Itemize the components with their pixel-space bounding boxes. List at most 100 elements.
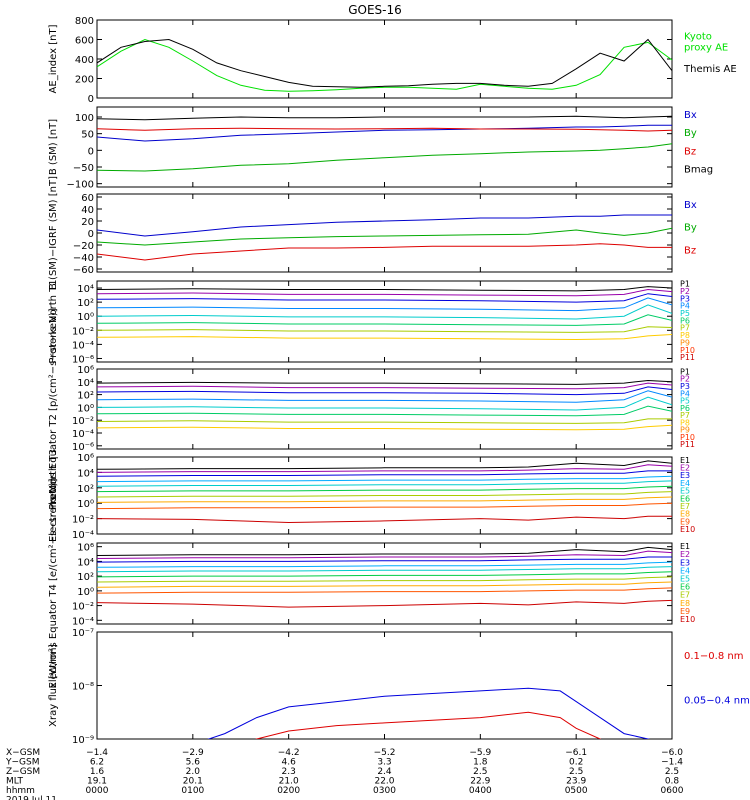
y-tick-label: 50: [81, 130, 94, 141]
panel-et3: 10⁶ 10⁴ 10² 10⁰ 10⁻² 10⁻⁴ Electrons North T3 E1…: [48, 449, 695, 542]
y-tick-label: 10⁰: [77, 499, 94, 510]
time-row-value: −5.2: [374, 748, 396, 758]
time-row-value: 1.6: [90, 767, 105, 777]
y-axis-label: Protons North T1: [48, 279, 59, 363]
y-tick-label: 10⁻⁴: [72, 429, 94, 440]
series-line-00504nm: [207, 687, 651, 739]
time-row-value: −5.9: [469, 748, 491, 758]
y-tick-label: 10⁻²: [72, 416, 94, 427]
legend-entry: P7: [680, 324, 690, 333]
legend-entry: P11: [680, 440, 695, 449]
series-line-e1: [97, 460, 672, 470]
legend-entry: E4: [680, 566, 690, 575]
legend-entry: E3: [680, 471, 690, 480]
y-tick-label: 10⁻⁴: [72, 530, 94, 541]
legend-entry: By: [684, 223, 697, 234]
y-tick-label: −40: [73, 253, 94, 264]
series-line-p8: [97, 334, 672, 341]
legend-entry: E10: [680, 525, 695, 534]
time-row-value: 2.5: [569, 767, 583, 777]
legend-entry: E2: [680, 463, 690, 472]
y-tick-label: 10⁶: [77, 453, 94, 464]
series-line-p5: [97, 396, 672, 411]
y-tick-label: 10⁰: [77, 403, 94, 414]
legend-entry: P10: [680, 346, 695, 355]
time-row-value: 5.6: [186, 758, 201, 768]
time-row-value: 6.2: [90, 758, 104, 768]
time-row-value: 23.9: [566, 777, 586, 787]
legend-entry: 0.05−0.4 nm: [684, 695, 750, 706]
legend-entry: P10: [680, 433, 695, 442]
time-row-value: 1.8: [473, 758, 488, 768]
y-tick-label: 100: [75, 113, 94, 124]
series-line-p1: [97, 379, 672, 385]
series-line-e3: [97, 470, 672, 477]
time-row-label: hhmm: [6, 786, 35, 796]
legend-entry: P7: [680, 411, 690, 420]
time-row-value: −1.4: [661, 758, 683, 768]
series-line-p6: [97, 314, 672, 326]
time-row-value: 2.0: [186, 767, 201, 777]
series-line-e8: [97, 581, 672, 588]
y-tick-label: 10⁰: [77, 587, 94, 598]
legend-entry: P6: [680, 316, 690, 325]
time-row-value: 20.1: [183, 777, 203, 787]
y-tick-label: 10⁻⁶: [72, 354, 94, 365]
series-line-bmag: [97, 115, 672, 121]
series-line-p7: [97, 326, 672, 333]
legend-entry: Bx: [684, 110, 697, 121]
legend-entry: E1: [680, 456, 690, 465]
series-line-bx: [97, 214, 672, 237]
time-row-label: Y−GSM: [5, 758, 40, 768]
series-line-e5: [97, 566, 672, 573]
time-row-value: 0000: [86, 786, 109, 796]
y-tick-label: 10⁴: [77, 378, 94, 389]
series-line-p1: [97, 286, 672, 292]
time-row-value: 4.6: [282, 758, 297, 768]
time-row-value: 22.0: [374, 777, 394, 787]
y-tick-label: 10⁻⁴: [72, 340, 94, 351]
y-axis-label: Protons Equator T2 [p/(cm²−s−sr−keV)]: [48, 308, 59, 510]
date-label: 2019 Jul 11: [6, 796, 57, 800]
y-tick-label: 10⁻⁶: [72, 442, 94, 453]
y-tick-label: −50: [73, 163, 94, 174]
legend-entry: P5: [680, 397, 690, 406]
y-tick-label: 0: [88, 229, 94, 240]
legend-entry: E5: [680, 487, 690, 496]
series-line-e10: [97, 515, 672, 524]
legend-entry: E8: [680, 510, 690, 519]
time-row-value: 0300: [373, 786, 396, 796]
y-axis-label: B (SM)−IGRF (SM) [nT]: [48, 176, 59, 290]
legend-entry: P8: [680, 331, 690, 340]
y-axis-label: Electrons North T3: [48, 449, 59, 542]
series-line-e2: [97, 464, 672, 473]
panel-et4: 10⁶ 10⁴ 10² 10⁰ 10⁻² 10⁻⁴ Electrons Equator T4…: [48, 478, 695, 688]
legend-entry: P6: [680, 404, 690, 413]
y-tick-label: 200: [75, 75, 94, 86]
legend-entry: Bz: [684, 246, 696, 257]
y-tick-label: 10⁴: [77, 284, 94, 295]
series-line-p8: [97, 424, 672, 431]
legend-entry: E2: [680, 550, 690, 559]
legend-entry: P8: [680, 418, 690, 427]
time-row-value: 0.2: [569, 758, 583, 768]
legend-entry: P3: [680, 382, 690, 391]
y-axis-label: Xray flux [W/m²]: [48, 644, 59, 727]
time-row-value: 0.8: [665, 777, 680, 787]
legend-entry: Themis AE: [683, 64, 737, 75]
y-tick-label: 800: [75, 16, 94, 27]
y-tick-label: 10⁴: [77, 557, 94, 568]
chart-title: GOES-16: [348, 3, 402, 17]
legend-entry: E8: [680, 599, 690, 608]
time-row-value: 3.3: [377, 758, 391, 768]
legend-entry: P11: [680, 353, 695, 362]
series-line-p7: [97, 418, 672, 424]
legend-entry: proxy AE: [684, 43, 728, 54]
series-line-e9: [97, 587, 672, 594]
legend-entry: E6: [680, 583, 690, 592]
